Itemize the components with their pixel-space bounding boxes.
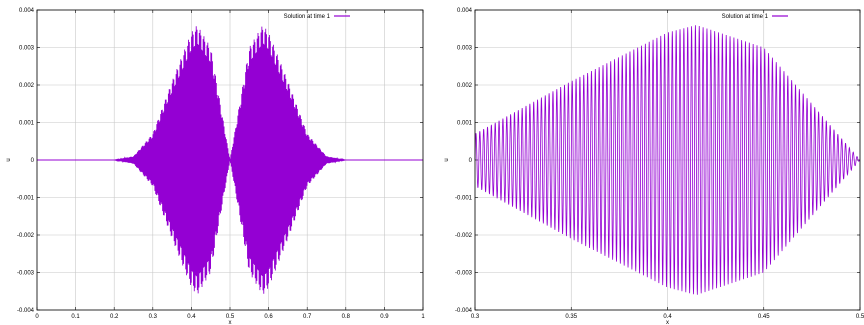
plot-frame (474, 9, 861, 311)
y-tick-label: -0.003 (455, 271, 473, 277)
y-tick-label: 0 (31, 158, 35, 164)
y-axis-label: u (6, 158, 12, 161)
y-tick-label: 0.002 (19, 83, 35, 89)
x-axis-label: x (229, 320, 232, 325)
y-tick-label: 0.003 (19, 46, 35, 52)
y-axis-label: u (444, 158, 450, 161)
series-line (37, 26, 423, 294)
y-tick-label: -0.003 (17, 271, 35, 277)
x-tick-label: 0.35 (565, 314, 577, 320)
y-tick-label: 0.003 (457, 46, 473, 52)
x-tick-label: 0.1 (71, 314, 80, 320)
x-tick-label: 0.2 (110, 314, 119, 320)
x-tick-label: 0 (35, 314, 39, 320)
y-tick-label: 0.001 (19, 121, 35, 127)
legend-label: Solution at time 1 (284, 14, 331, 20)
x-tick-label: 0.9 (380, 314, 389, 320)
x-tick-label: 0.3 (149, 314, 158, 320)
chart-panel-1: 0 0.1 0.2 0.3 0.4 0.5 0.6 0.7 0.8 0.9 1 0.004 0.003 0… (6, 8, 425, 325)
x-tick-label: 0.8 (342, 314, 351, 320)
y-tick-label: 0.004 (19, 8, 35, 14)
x-tick-label: 0.4 (187, 314, 196, 320)
series-line (474, 25, 861, 295)
y-tick-label: -0.004 (455, 308, 473, 314)
y-tick-label: 0.004 (457, 8, 473, 14)
x-tick-label: 0.45 (758, 314, 770, 320)
x-tick-label: 0.3 (471, 314, 480, 320)
chart-panel-2: 0.3 0.35 0.4 0.45 0.5 0.004 0.003 0.002 0.001 0 -0… (444, 8, 864, 325)
x-tick-label: 1 (421, 314, 425, 320)
y-tick-label: 0.002 (457, 83, 473, 89)
y-tick-label: -0.001 (17, 196, 35, 202)
y-tick-label: -0.002 (455, 233, 473, 239)
x-tick-label: 0.5 (856, 314, 864, 320)
legend-label: Solution at time 1 (722, 14, 769, 20)
y-tick-label: -0.001 (455, 196, 473, 202)
x-tick-label: 0.6 (264, 314, 273, 320)
y-tick-label: -0.004 (17, 308, 35, 314)
y-tick-label: -0.002 (17, 233, 35, 239)
plot-frame (36, 9, 424, 311)
x-tick-label: 0.5 (226, 314, 235, 320)
x-tick-label: 0.4 (663, 314, 672, 320)
y-tick-label: 0.001 (457, 121, 473, 127)
x-axis-label: x (666, 320, 669, 325)
y-tick-label: 0 (469, 158, 473, 164)
x-tick-label: 0.7 (303, 314, 312, 320)
